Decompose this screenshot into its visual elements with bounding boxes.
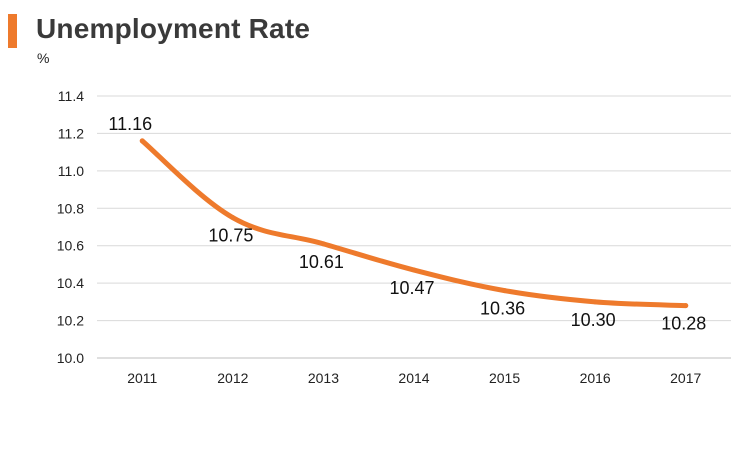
x-tick-label: 2015	[489, 370, 520, 386]
x-tick-label: 2016	[580, 370, 611, 386]
data-point	[411, 267, 417, 273]
data-label: 10.28	[661, 314, 706, 334]
data-label: 10.47	[389, 278, 434, 298]
x-tick-label: 2014	[398, 370, 429, 386]
y-tick-label: 10.2	[57, 313, 84, 329]
data-point	[230, 215, 236, 221]
y-tick-label: 11.2	[58, 125, 84, 141]
title-accent-bar	[8, 14, 17, 48]
data-point	[592, 299, 598, 305]
data-label: 10.61	[299, 252, 344, 272]
data-label: 10.30	[571, 310, 616, 330]
y-tick-label: 11.4	[58, 88, 84, 104]
data-point	[502, 288, 508, 294]
data-point	[320, 241, 326, 247]
y-tick-label: 10.8	[57, 200, 84, 216]
y-tick-label: 10.0	[57, 350, 84, 366]
x-tick-label: 2012	[217, 370, 248, 386]
chart-title: Unemployment Rate	[36, 13, 311, 44]
y-tick-label: 10.6	[57, 238, 84, 254]
data-point	[683, 303, 689, 309]
data-point	[139, 138, 145, 144]
data-label: 11.16	[108, 114, 152, 134]
y-axis-unit: %	[37, 50, 50, 66]
y-tick-label: 10.4	[57, 275, 84, 291]
data-label: 10.75	[208, 226, 253, 246]
y-tick-label: 11.0	[58, 163, 84, 179]
data-label: 10.36	[480, 299, 525, 319]
x-tick-label: 2011	[127, 370, 157, 386]
x-tick-label: 2013	[308, 370, 339, 386]
x-tick-label: 2017	[670, 370, 701, 386]
